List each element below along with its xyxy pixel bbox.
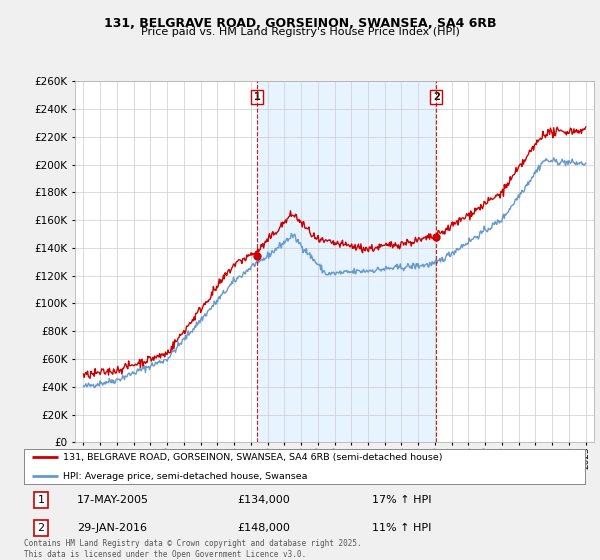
Text: 2: 2 <box>433 92 440 102</box>
Text: 17-MAY-2005: 17-MAY-2005 <box>77 495 149 505</box>
Text: 1: 1 <box>254 92 260 102</box>
Text: Contains HM Land Registry data © Crown copyright and database right 2025.
This d: Contains HM Land Registry data © Crown c… <box>24 539 362 559</box>
Text: £134,000: £134,000 <box>237 495 290 505</box>
Bar <box>257 81 436 442</box>
Text: Price paid vs. HM Land Registry's House Price Index (HPI): Price paid vs. HM Land Registry's House … <box>140 27 460 37</box>
Text: HPI: Average price, semi-detached house, Swansea: HPI: Average price, semi-detached house,… <box>63 472 308 481</box>
Text: 11% ↑ HPI: 11% ↑ HPI <box>372 523 431 533</box>
Text: 1: 1 <box>37 495 44 505</box>
Text: 29-JAN-2016: 29-JAN-2016 <box>77 523 147 533</box>
Text: 2: 2 <box>37 523 44 533</box>
Text: 131, BELGRAVE ROAD, GORSEINON, SWANSEA, SA4 6RB (semi-detached house): 131, BELGRAVE ROAD, GORSEINON, SWANSEA, … <box>63 452 443 462</box>
Text: 17% ↑ HPI: 17% ↑ HPI <box>372 495 431 505</box>
Text: £148,000: £148,000 <box>237 523 290 533</box>
Text: 131, BELGRAVE ROAD, GORSEINON, SWANSEA, SA4 6RB: 131, BELGRAVE ROAD, GORSEINON, SWANSEA, … <box>104 17 496 30</box>
